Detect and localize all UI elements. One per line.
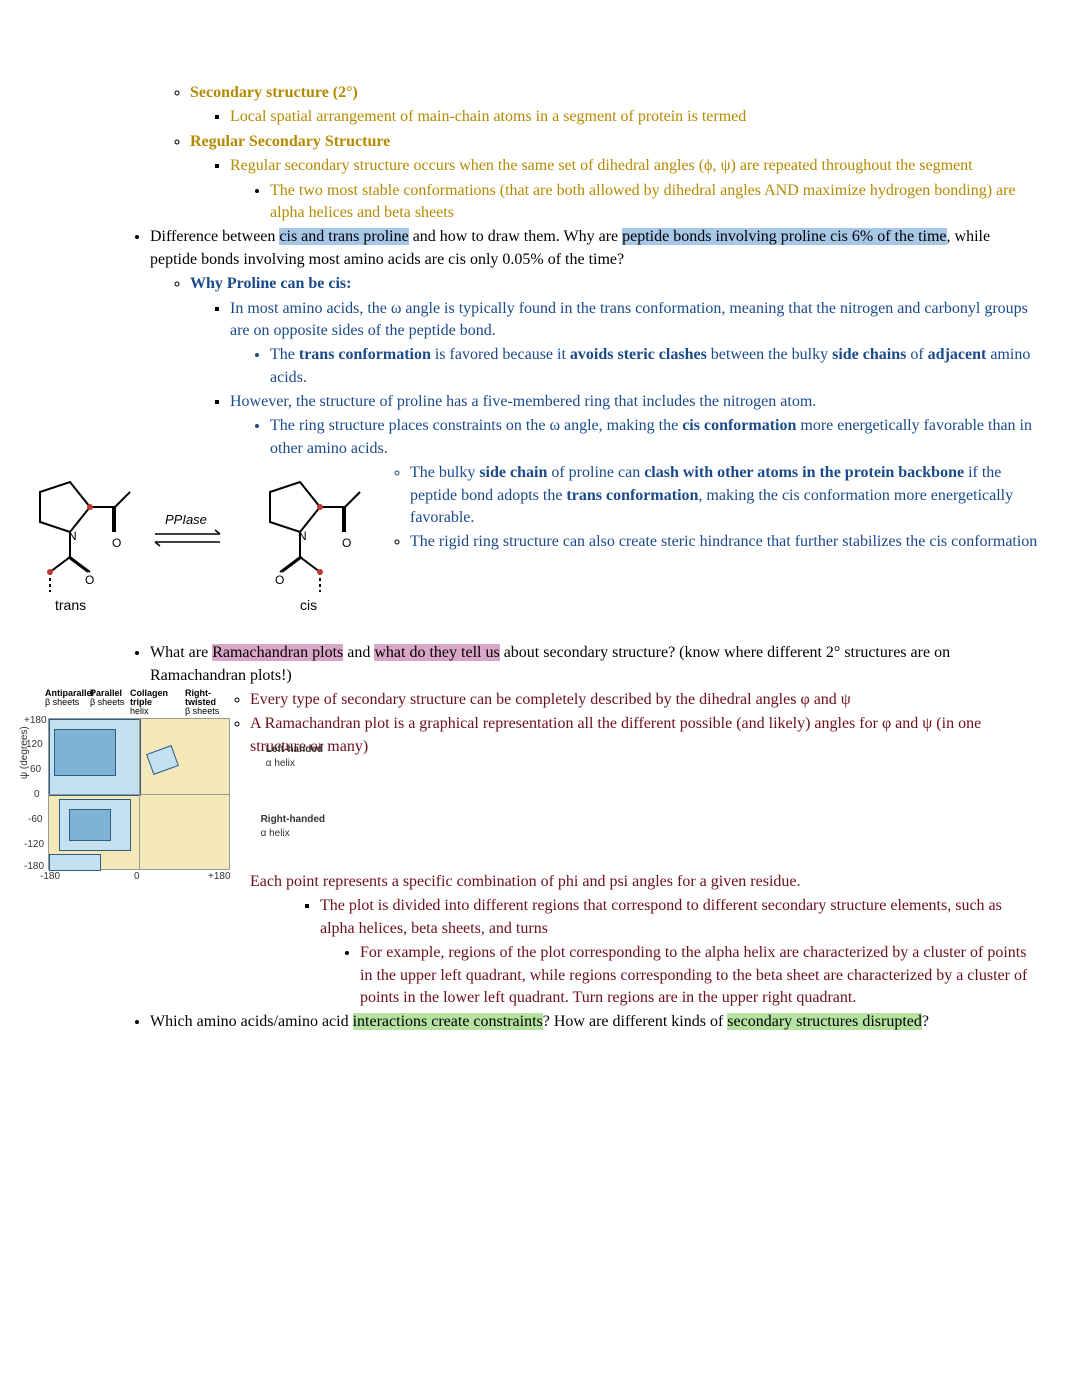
axis-label: ψ (degrees) (18, 726, 32, 779)
text: The two most stable conformations (that … (270, 182, 1016, 221)
text: In most amino acids, the ω angle is typi… (230, 300, 1028, 339)
svg-text:PPIase: PPIase (165, 512, 207, 527)
text: The ring structure places constraints on… (270, 415, 1040, 460)
t: The bulky (410, 464, 479, 481)
figure-proline-cis-trans: N O O trans PPIase (20, 462, 380, 627)
t: is favored because it (431, 346, 570, 363)
heading-why-proline-cis: Why Proline can be cis: (190, 275, 351, 292)
t: ? (922, 1013, 929, 1030)
highlight: cis and trans proline (279, 228, 408, 245)
text: However, the structure of proline has a … (230, 393, 816, 410)
figure-ramachandran-plot: Antiparallelβ sheets Parallelβ sheets Co… (20, 689, 265, 870)
t: of (906, 346, 927, 363)
t: What are (150, 644, 212, 661)
text: Regular secondary structure occurs when … (230, 157, 973, 174)
svg-text:O: O (275, 573, 284, 587)
t: Collagen triple (130, 688, 168, 707)
svg-text:O: O (85, 573, 94, 587)
t: and (343, 644, 374, 661)
t: Right-handed (261, 814, 325, 825)
t: Which amino acids/amino acid (150, 1013, 353, 1030)
t: β sheets (45, 697, 79, 707)
heading-secondary-structure: Secondary structure (2°) (190, 84, 358, 101)
tick: +180 (208, 870, 231, 884)
t: Left-handed (266, 744, 323, 755)
highlight: interactions create constraints (353, 1013, 543, 1030)
t: ? How are different kinds of (543, 1013, 728, 1030)
t: β sheets (185, 706, 219, 716)
highlight: what do they tell us (374, 644, 499, 661)
highlight: secondary structures disrupted (727, 1013, 922, 1030)
t: side chains (832, 346, 906, 363)
t: α helix (266, 758, 295, 769)
t: trans conformation (299, 346, 431, 363)
question-constraints: Which amino acids/amino acid interaction… (150, 1011, 1040, 1033)
text: For example, regions of the plot corresp… (360, 944, 1027, 1006)
highlight: peptide bonds involving proline cis 6% o… (622, 228, 946, 245)
svg-text:trans: trans (55, 597, 86, 613)
t: clash with other atoms in the protein ba… (644, 464, 964, 481)
svg-text:O: O (112, 536, 121, 550)
t: trans conformation (566, 487, 698, 504)
question-ramachandran: What are Ramachandran plots and what do … (150, 642, 1040, 687)
t: α helix (261, 828, 290, 839)
t: Right-twisted (185, 688, 216, 707)
t: The (270, 346, 299, 363)
tick: 0 (134, 870, 140, 884)
t: β sheets (90, 697, 124, 707)
text: and how to draw them. Why are (409, 228, 622, 245)
svg-text:N: N (68, 529, 77, 543)
t: The ring structure places constraints on… (270, 417, 682, 434)
svg-text:O: O (342, 536, 351, 550)
text: The plot is divided into different regio… (320, 897, 1002, 936)
text: Local spatial arrangement of main-chain … (230, 108, 746, 125)
t: of proline can (547, 464, 644, 481)
t: between the bulky (707, 346, 832, 363)
tick: -60 (28, 813, 42, 827)
svg-text:cis: cis (300, 597, 317, 613)
svg-text:N: N (298, 529, 307, 543)
t: helix (130, 706, 149, 716)
question-proline: Difference between cis and trans proline… (150, 226, 1040, 460)
text: The rigid ring structure can also create… (410, 533, 1037, 550)
highlight: Ramachandran plots (212, 644, 343, 661)
t: side chain (479, 464, 547, 481)
tick: -120 (24, 838, 44, 852)
text: Every type of secondary structure can be… (250, 691, 851, 708)
text: The bulky side chain of proline can clas… (410, 462, 1040, 529)
t: cis conformation (682, 417, 796, 434)
text: Difference between (150, 228, 279, 245)
heading-regular-secondary: Regular Secondary Structure (190, 133, 390, 150)
tick: -180 (40, 870, 60, 884)
tick: 0 (34, 788, 40, 802)
t: avoids steric clashes (570, 346, 707, 363)
t: adjacent (928, 346, 987, 363)
text: The trans conformation is favored becaus… (270, 344, 1040, 389)
text: A Ramachandran plot is a graphical repre… (250, 715, 981, 754)
